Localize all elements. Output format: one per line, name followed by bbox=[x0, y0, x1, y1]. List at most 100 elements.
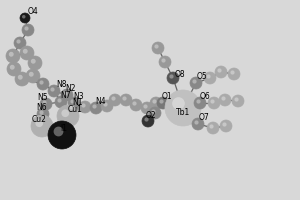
Circle shape bbox=[22, 15, 26, 19]
Circle shape bbox=[9, 52, 14, 57]
Circle shape bbox=[194, 97, 206, 109]
Circle shape bbox=[15, 72, 29, 86]
Circle shape bbox=[144, 117, 148, 122]
Circle shape bbox=[234, 97, 239, 102]
Circle shape bbox=[152, 109, 156, 114]
Text: O5: O5 bbox=[197, 72, 208, 81]
Circle shape bbox=[57, 105, 79, 127]
Text: N2: N2 bbox=[65, 84, 76, 93]
Circle shape bbox=[230, 70, 235, 75]
Circle shape bbox=[68, 97, 80, 109]
Circle shape bbox=[209, 124, 214, 129]
Circle shape bbox=[18, 75, 23, 80]
Circle shape bbox=[196, 99, 201, 104]
Circle shape bbox=[159, 99, 164, 104]
Text: N7: N7 bbox=[60, 91, 70, 100]
Circle shape bbox=[14, 37, 26, 49]
Circle shape bbox=[192, 118, 204, 130]
Text: N8: N8 bbox=[56, 80, 67, 89]
Circle shape bbox=[152, 42, 164, 54]
Circle shape bbox=[57, 98, 62, 103]
Text: Cu2: Cu2 bbox=[32, 115, 47, 124]
Circle shape bbox=[35, 119, 43, 127]
Circle shape bbox=[219, 94, 231, 106]
Circle shape bbox=[215, 66, 227, 78]
Circle shape bbox=[221, 96, 226, 101]
Text: O8: O8 bbox=[175, 70, 186, 79]
Text: O6: O6 bbox=[200, 92, 211, 101]
Circle shape bbox=[122, 96, 127, 101]
Circle shape bbox=[39, 80, 44, 85]
Circle shape bbox=[37, 108, 49, 120]
Circle shape bbox=[157, 97, 169, 109]
Circle shape bbox=[67, 103, 79, 115]
Text: N5: N5 bbox=[37, 93, 48, 102]
Circle shape bbox=[48, 85, 60, 97]
Circle shape bbox=[61, 109, 69, 117]
Circle shape bbox=[190, 77, 202, 89]
Circle shape bbox=[26, 69, 40, 83]
Circle shape bbox=[90, 102, 102, 114]
Circle shape bbox=[169, 74, 174, 79]
Text: O7: O7 bbox=[199, 113, 210, 122]
Circle shape bbox=[109, 94, 121, 106]
Circle shape bbox=[22, 24, 34, 36]
Text: O2: O2 bbox=[146, 111, 157, 120]
Circle shape bbox=[143, 104, 148, 109]
Circle shape bbox=[165, 90, 201, 126]
Circle shape bbox=[111, 96, 116, 101]
Circle shape bbox=[31, 115, 53, 137]
Circle shape bbox=[55, 96, 67, 108]
Circle shape bbox=[7, 62, 21, 76]
Circle shape bbox=[208, 97, 220, 109]
Circle shape bbox=[149, 107, 161, 119]
Circle shape bbox=[101, 100, 113, 112]
Circle shape bbox=[228, 68, 240, 80]
Circle shape bbox=[159, 56, 171, 68]
Circle shape bbox=[210, 99, 214, 104]
Circle shape bbox=[6, 49, 20, 63]
Circle shape bbox=[204, 72, 216, 84]
Circle shape bbox=[220, 120, 232, 132]
Circle shape bbox=[29, 72, 34, 77]
Text: O1: O1 bbox=[162, 92, 172, 101]
Text: N1: N1 bbox=[72, 98, 83, 107]
Circle shape bbox=[232, 95, 244, 107]
Circle shape bbox=[154, 44, 159, 49]
Text: N6: N6 bbox=[36, 103, 46, 112]
Circle shape bbox=[218, 68, 222, 73]
Circle shape bbox=[167, 72, 179, 84]
Circle shape bbox=[42, 100, 46, 105]
Circle shape bbox=[81, 103, 86, 108]
Circle shape bbox=[222, 122, 227, 127]
Circle shape bbox=[28, 56, 42, 70]
Circle shape bbox=[63, 91, 68, 96]
Circle shape bbox=[24, 26, 28, 31]
Circle shape bbox=[16, 39, 21, 44]
Circle shape bbox=[48, 121, 76, 149]
Circle shape bbox=[79, 101, 91, 113]
Circle shape bbox=[31, 59, 36, 64]
Circle shape bbox=[37, 78, 49, 90]
Circle shape bbox=[141, 102, 153, 114]
Circle shape bbox=[150, 97, 162, 109]
Circle shape bbox=[207, 122, 219, 134]
Text: N3: N3 bbox=[73, 92, 84, 101]
Circle shape bbox=[142, 115, 154, 127]
Circle shape bbox=[206, 74, 211, 79]
Circle shape bbox=[50, 87, 55, 92]
Circle shape bbox=[120, 94, 132, 106]
Circle shape bbox=[61, 89, 73, 101]
Text: O4: O4 bbox=[28, 7, 39, 16]
Text: I1: I1 bbox=[60, 124, 67, 133]
Circle shape bbox=[152, 99, 157, 104]
Circle shape bbox=[39, 110, 44, 115]
Circle shape bbox=[20, 46, 34, 60]
Circle shape bbox=[23, 49, 28, 54]
Circle shape bbox=[20, 13, 30, 23]
Circle shape bbox=[192, 79, 197, 84]
Circle shape bbox=[92, 104, 97, 109]
Circle shape bbox=[70, 99, 75, 104]
Circle shape bbox=[69, 105, 74, 110]
Text: Tb1: Tb1 bbox=[176, 108, 190, 117]
